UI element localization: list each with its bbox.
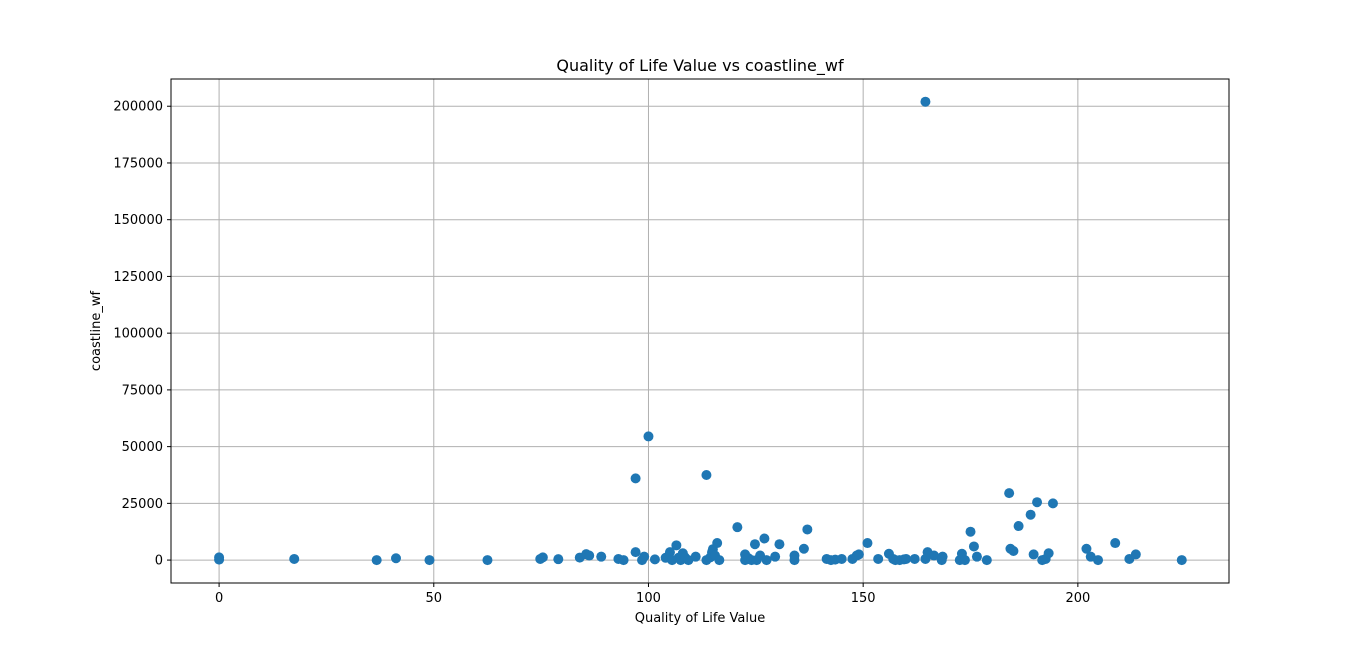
axis-ticks: 0 50 100 150 200 0 25000 50000 75000 100000 125000…: [113, 100, 1090, 606]
scatter-point: [639, 551, 650, 562]
scatter-point: [761, 555, 772, 566]
y-tick-label: 200000: [113, 100, 163, 115]
plot-area-frame: [170, 78, 1230, 584]
scatter-point: [714, 555, 725, 566]
scatter-point: [1110, 538, 1121, 549]
scatter-point: [789, 555, 800, 566]
scatter-point: [802, 524, 813, 535]
scatter-point: [618, 555, 629, 566]
x-axis-label: Quality of Life Value: [635, 611, 766, 626]
scatter-point: [965, 526, 976, 537]
scatter-point: [664, 547, 675, 558]
x-tick-label: 100: [636, 591, 661, 606]
scatter-point: [798, 543, 809, 554]
scatter-point: [971, 551, 982, 562]
scatter-point: [749, 539, 760, 550]
scatter-point: [1047, 498, 1058, 509]
scatter-point: [909, 553, 920, 564]
scatter-point: [1025, 509, 1036, 520]
y-tick-label: 175000: [113, 156, 163, 171]
scatter-point: [1013, 521, 1024, 532]
data-points: [214, 96, 1187, 566]
scatter-point: [732, 522, 743, 533]
scatter-point: [759, 533, 770, 544]
scatter-point: [214, 554, 225, 565]
y-tick-label: 125000: [113, 270, 163, 285]
scatter-point: [596, 551, 607, 562]
scatter-point: [553, 554, 564, 565]
scatter-point: [959, 555, 970, 566]
scatter-point: [537, 552, 548, 563]
y-tick-label: 100000: [113, 327, 163, 342]
scatter-point: [774, 539, 785, 550]
scatter-point: [1004, 488, 1015, 499]
scatter-point: [671, 540, 682, 551]
chart-title: Quality of Life Value vs coastline_wf: [556, 56, 844, 76]
scatter-point: [901, 553, 912, 564]
scatter-point: [1081, 543, 1092, 554]
scatter-point: [862, 538, 873, 549]
scatter-point: [584, 550, 595, 561]
scatter-point: [1008, 546, 1019, 557]
x-tick-label: 0: [215, 591, 223, 606]
scatter-point: [289, 553, 300, 564]
scatter-point: [1176, 555, 1187, 566]
scatter-point: [1043, 548, 1054, 559]
scatter-point: [712, 538, 723, 549]
y-tick-label: 25000: [122, 497, 163, 512]
scatter-point: [482, 555, 493, 566]
scatter-point: [649, 554, 660, 565]
scatter-point: [770, 551, 781, 562]
scatter-point: [424, 555, 435, 566]
y-axis-label: coastline_wf: [89, 291, 104, 372]
scatter-point: [1093, 555, 1104, 566]
x-tick-label: 150: [851, 591, 876, 606]
scatter-point: [371, 555, 382, 566]
y-tick-label: 150000: [113, 213, 163, 228]
y-tick-label: 75000: [122, 383, 163, 398]
scatter-point: [920, 96, 931, 107]
scatter-point: [937, 551, 948, 562]
scatter-point: [968, 541, 979, 552]
scatter-point: [981, 555, 992, 566]
scatter-point: [630, 547, 641, 558]
scatter-point: [1032, 497, 1043, 508]
scatter-point: [1130, 549, 1141, 560]
scatter-point: [836, 553, 847, 564]
scatter-point: [929, 550, 940, 561]
scatter-point: [630, 473, 641, 484]
scatter-point: [853, 549, 864, 560]
x-tick-label: 200: [1065, 591, 1090, 606]
scatter-point: [690, 551, 701, 562]
scatter-point: [873, 553, 884, 564]
scatter-point: [390, 553, 401, 564]
y-tick-label: 50000: [122, 440, 163, 455]
y-tick-label: 0: [155, 554, 163, 569]
scatter-point: [643, 431, 654, 442]
scatter-point: [701, 469, 712, 480]
scatter-point: [1028, 549, 1039, 560]
x-tick-label: 50: [426, 591, 443, 606]
